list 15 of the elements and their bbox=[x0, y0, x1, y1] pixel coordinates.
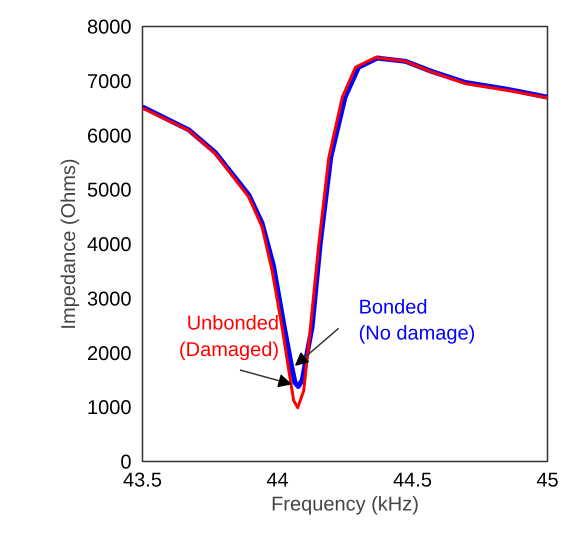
x-tick-label: 44 bbox=[266, 470, 289, 492]
x-tick-label: 45 bbox=[536, 470, 559, 492]
y-tick-label: 2000 bbox=[87, 342, 132, 365]
x-tick-label: 44.5 bbox=[393, 470, 432, 492]
y-tick-label: 4000 bbox=[87, 234, 132, 256]
y-tick-label: 5000 bbox=[87, 180, 132, 202]
y-tick-label: 6000 bbox=[87, 125, 132, 148]
x-axis-title: Frequency (kHz) bbox=[271, 494, 419, 516]
y-tick-label: 1000 bbox=[87, 397, 132, 420]
y-tick-label: 3000 bbox=[87, 288, 132, 310]
annotation: Bonded (No damage) bbox=[358, 296, 476, 345]
y-axis-title: Impedance (Ohms) bbox=[58, 158, 80, 330]
y-tick-label: 7000 bbox=[87, 70, 132, 93]
annotation: Unbonded (Damaged) bbox=[178, 312, 280, 362]
y-tick-label: 8000 bbox=[87, 16, 132, 38]
